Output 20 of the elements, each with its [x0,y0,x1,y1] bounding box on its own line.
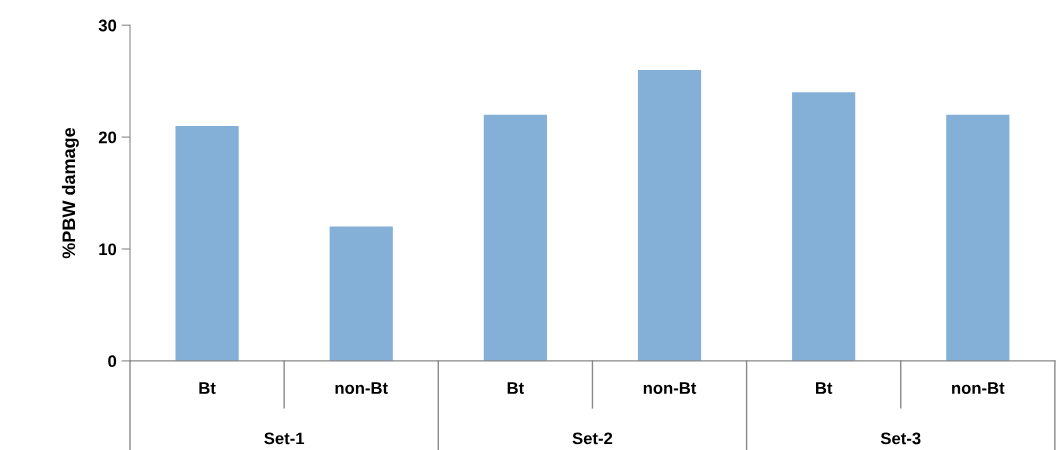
bar [637,69,702,361]
bar [792,92,856,361]
y-tick-label: 0 [108,355,117,368]
y-tick-label: 30 [98,19,117,32]
text: Set-2 [572,432,613,445]
bar [483,114,547,361]
x-tick-label: Bt [507,382,524,394]
text: Set-1 [264,432,305,445]
x-tick-label: Bt [199,382,216,394]
y-tick-label: 20 [98,131,117,144]
y-tick-label: 10 [99,243,117,256]
text: Set-3 [880,432,921,445]
bar [175,125,239,361]
y-axis-title: %PBW damage [61,127,79,259]
bar [329,226,393,361]
bar [946,114,1010,361]
x-tick-label: non-Bt [952,382,1005,394]
x-tick-label: Bt [815,382,833,394]
x-tick-label: non-Bt [643,382,697,394]
x-tick-label: non-Bt [335,382,388,394]
